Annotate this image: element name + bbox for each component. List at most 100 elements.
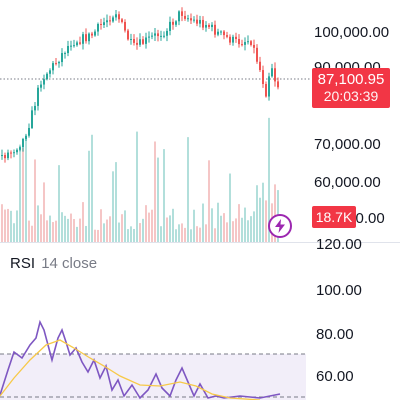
candle-body — [85, 34, 87, 42]
candle-body — [61, 53, 63, 63]
volume-bar — [49, 215, 51, 242]
candle-body — [49, 70, 51, 74]
volume-bar — [82, 202, 84, 242]
candle-body — [268, 76, 270, 97]
volume-bar — [22, 148, 24, 242]
volume-bar — [40, 214, 42, 242]
candle-body — [103, 22, 105, 26]
volume-bar — [1, 204, 3, 242]
candle-body — [202, 19, 204, 28]
candle-body — [247, 41, 249, 43]
volume-bar — [52, 222, 54, 242]
candle-body — [208, 25, 210, 28]
volume-bar — [202, 203, 204, 242]
volume-bar — [193, 209, 195, 242]
candle-body — [232, 36, 234, 43]
candle-body — [10, 152, 12, 154]
alert-button[interactable] — [268, 214, 292, 238]
volume-bar — [25, 137, 27, 242]
volume-bar — [238, 204, 240, 242]
candle-body — [25, 135, 27, 139]
volume-bar — [43, 182, 45, 242]
candle-body — [130, 39, 132, 41]
candle-body — [229, 36, 231, 43]
last-price-value: 87,100.95 — [317, 71, 385, 88]
volume-bar — [256, 185, 258, 242]
candle-body — [112, 17, 114, 22]
candle-body — [277, 81, 279, 88]
rsi-axis-label: 100.00 — [316, 282, 362, 299]
candle-body — [139, 39, 141, 45]
candle-body — [190, 18, 192, 21]
volume-bar — [19, 144, 21, 242]
candle-body — [196, 19, 198, 24]
candle-body — [115, 14, 117, 18]
volume-bar — [31, 225, 33, 242]
volume-bar — [70, 213, 72, 242]
rsi-legend[interactable]: RSI 14 close — [10, 255, 97, 273]
candle-body — [79, 42, 81, 44]
volume-bar — [103, 223, 105, 242]
volume-bar — [73, 219, 75, 242]
candle-body — [4, 155, 6, 159]
candle-body — [1, 155, 3, 157]
volume-bar — [76, 226, 78, 242]
volume-bar — [274, 184, 276, 242]
price-axis-label: 70,000.00 — [314, 136, 381, 153]
volume-bar — [55, 220, 57, 242]
candle-body — [157, 33, 159, 37]
candle-body — [106, 20, 108, 23]
candle-body — [52, 63, 54, 71]
volume-bar — [46, 220, 48, 242]
rsi-axis-label: 80.00 — [316, 326, 354, 343]
candle-body — [226, 35, 228, 37]
volume-bar — [10, 210, 12, 242]
volume-bar — [88, 150, 90, 242]
volume-bar — [175, 229, 177, 242]
candle-body — [199, 19, 201, 24]
volume-bar — [67, 218, 69, 242]
volume-bar — [178, 224, 180, 242]
candle-body — [235, 36, 237, 39]
candle-body — [262, 70, 264, 84]
candle-body — [19, 147, 21, 150]
volume-bar — [253, 211, 255, 242]
candle-body — [82, 34, 84, 44]
volume-bar — [61, 212, 63, 242]
rsi-axis-label: 120.00 — [316, 236, 362, 253]
candle-body — [250, 41, 252, 45]
volume-bar — [268, 117, 270, 242]
candle-body — [172, 21, 174, 25]
candle-body — [220, 31, 222, 33]
volume-bar — [4, 209, 6, 242]
volume-bar — [94, 229, 96, 242]
candle-body — [31, 110, 33, 128]
candle-body — [73, 45, 75, 47]
candle-body — [145, 37, 147, 44]
volume-bar — [247, 220, 249, 242]
candle-body — [118, 14, 120, 20]
volume-bar — [217, 202, 219, 242]
rsi-name: RSI — [10, 255, 36, 272]
volume-bar — [190, 229, 192, 242]
volume-bar — [187, 137, 189, 242]
volume-bar — [265, 200, 267, 242]
pane-divider[interactable] — [0, 242, 400, 243]
volume-bar — [205, 224, 207, 242]
volume-bar — [34, 159, 36, 242]
candle-body — [136, 42, 138, 45]
volume-bar — [106, 219, 108, 242]
candle-body — [259, 61, 261, 71]
volume-bar — [160, 226, 162, 242]
rsi-band — [0, 354, 306, 400]
volume-bar — [169, 215, 171, 242]
candle-body — [16, 149, 18, 153]
candle-body — [34, 105, 36, 111]
volume-bar — [118, 222, 120, 242]
volume-bar — [154, 141, 156, 242]
volume-bar — [184, 227, 186, 242]
volume-bar — [79, 218, 81, 242]
candle-body — [178, 11, 180, 22]
rsi-axis-label: 60.00 — [316, 368, 354, 385]
